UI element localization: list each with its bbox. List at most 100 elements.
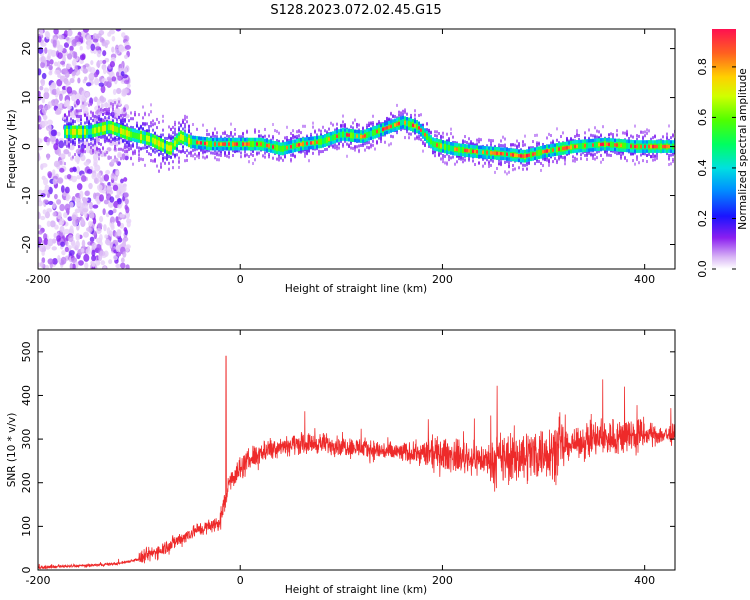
heatmap-cell xyxy=(500,139,502,143)
heatmap-cell xyxy=(80,128,82,135)
heatmap-cell xyxy=(600,142,602,147)
heatmap-cell xyxy=(448,158,450,162)
heatmap-cell xyxy=(548,163,550,167)
heatmap-cell xyxy=(230,131,232,135)
heatmap-cell xyxy=(544,149,546,154)
heatmap-cell xyxy=(102,266,107,269)
y-tick-label: 0 xyxy=(20,567,33,574)
heatmap-cell xyxy=(402,119,404,125)
heatmap-cell xyxy=(418,134,420,138)
heatmap-cell xyxy=(138,133,140,140)
heatmap-cell xyxy=(39,85,44,91)
heatmap-cell xyxy=(250,152,252,156)
heatmap-cell xyxy=(128,144,130,148)
heatmap-cell xyxy=(63,30,69,38)
heatmap-cell xyxy=(442,154,444,158)
heatmap-cell xyxy=(192,148,194,152)
heatmap-cell xyxy=(410,113,412,117)
heatmap-cell xyxy=(552,141,554,145)
x-tick-label: 0 xyxy=(237,273,244,286)
heatmap-cell xyxy=(120,128,122,134)
heatmap-cell xyxy=(122,120,124,124)
heatmap-cell xyxy=(318,152,320,156)
heatmap-cell xyxy=(584,131,586,135)
heatmap-cell xyxy=(656,144,658,149)
heatmap-cell xyxy=(170,137,172,141)
heatmap-cell xyxy=(196,154,198,158)
heatmap-cell xyxy=(442,143,444,150)
heatmap-cell xyxy=(69,225,74,234)
heatmap-cell xyxy=(126,145,128,149)
heatmap-cell xyxy=(550,141,552,145)
snr-frame xyxy=(37,329,676,571)
heatmap-cell xyxy=(530,151,532,158)
heatmap-cell xyxy=(114,138,116,142)
heatmap-cell xyxy=(626,129,628,133)
heatmap-cell xyxy=(314,139,316,146)
heatmap-cell xyxy=(338,146,340,150)
heatmap-cell xyxy=(56,199,62,205)
heatmap-cell xyxy=(452,135,454,139)
heatmap-cell xyxy=(580,157,582,161)
snr-x-ticks: -200 0 200 400 xyxy=(26,330,655,587)
heatmap-cell xyxy=(86,227,92,232)
heatmap-cell xyxy=(590,133,592,137)
heatmap-cell xyxy=(108,259,113,265)
heatmap-cell xyxy=(260,142,262,146)
heatmap-cell xyxy=(234,150,236,154)
heatmap-cell xyxy=(668,153,670,157)
heatmap-cell xyxy=(640,144,642,149)
heatmap-cell xyxy=(246,153,248,157)
heatmap-cell xyxy=(576,134,578,138)
heatmap-cell xyxy=(220,150,222,154)
heatmap-cell xyxy=(564,158,566,162)
heatmap-cell xyxy=(224,153,226,157)
heatmap-cell xyxy=(286,135,288,139)
heatmap-cell xyxy=(132,152,134,156)
heatmap-cell xyxy=(232,154,234,158)
heatmap-cell xyxy=(130,144,132,148)
heatmap-cell xyxy=(514,167,516,171)
heatmap-cell xyxy=(584,136,586,140)
heatmap-cell xyxy=(662,135,664,139)
heatmap-cell xyxy=(90,128,92,135)
heatmap-cell xyxy=(342,131,344,138)
heatmap-cell xyxy=(86,34,92,43)
heatmap-cell xyxy=(92,143,94,147)
heatmap-cell xyxy=(59,153,66,158)
heatmap-cell xyxy=(48,124,52,132)
heatmap-cell xyxy=(574,144,576,149)
heatmap-cell xyxy=(372,143,374,147)
heatmap-cell xyxy=(214,152,216,156)
heatmap-cell xyxy=(578,137,580,141)
heatmap-cell xyxy=(284,155,286,159)
heatmap-cell xyxy=(592,153,594,157)
heatmap-cell xyxy=(74,155,81,163)
heatmap-cell xyxy=(376,123,378,127)
heatmap-cell xyxy=(180,142,182,146)
heatmap-cell xyxy=(504,143,506,147)
heatmap-cell xyxy=(468,149,470,153)
heatmap-cell xyxy=(114,136,116,140)
y-tick-label: 100 xyxy=(20,516,33,537)
heatmap-cell xyxy=(124,45,131,50)
heatmap-cell xyxy=(174,130,176,134)
heatmap-cell xyxy=(644,130,646,134)
heatmap-cell xyxy=(278,139,280,143)
heatmap-cell xyxy=(252,161,254,165)
heatmap-cell xyxy=(462,160,464,164)
heatmap-cell xyxy=(172,142,174,149)
heatmap-cell xyxy=(123,192,129,198)
heatmap-cell xyxy=(132,162,134,166)
heatmap-cell xyxy=(266,143,268,148)
heatmap-cell xyxy=(248,142,250,146)
heatmap-cell xyxy=(94,127,96,134)
heatmap-cell xyxy=(152,137,154,144)
heatmap-cell xyxy=(414,117,416,121)
heatmap-cell xyxy=(168,136,170,140)
heatmap-cell xyxy=(42,209,47,215)
heatmap-cell xyxy=(114,48,121,55)
heatmap-cell xyxy=(426,128,428,132)
heatmap-cell xyxy=(88,103,90,107)
heatmap-cell xyxy=(107,31,112,37)
